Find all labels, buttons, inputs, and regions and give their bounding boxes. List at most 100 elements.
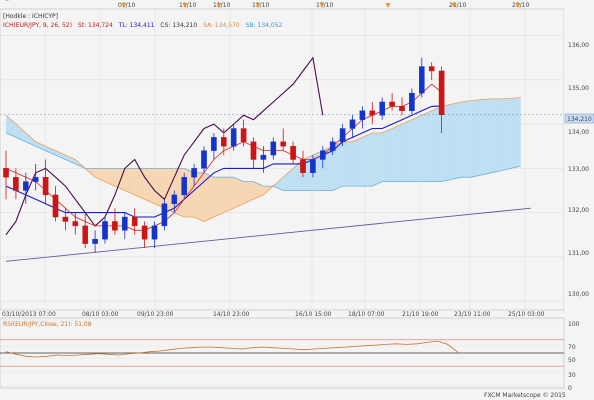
rsi-lines (0, 339, 564, 367)
cloud-segment (243, 181, 254, 204)
candle-bullish (409, 92, 415, 112)
cloud-segment (372, 132, 383, 187)
top-axis-label: 13/10 (213, 2, 230, 9)
bottom-axis-label: 16/10 15:00 (295, 311, 332, 318)
candle-bearish (131, 216, 138, 227)
candle-bullish (201, 150, 207, 169)
ichimoku-cloud (6, 97, 521, 222)
candle-bullish (23, 181, 29, 191)
cloud-segment (6, 115, 16, 138)
bottom-axis-label: 08/10 03:00 (82, 311, 119, 318)
triangle-down-icon (385, 3, 391, 8)
price-tick-label: 132,00 (568, 207, 589, 214)
rsi-scale-label: 70 (568, 344, 576, 351)
candle-bearish (3, 168, 9, 178)
rsi-scale-label: 0 (568, 385, 572, 392)
st-value: St: 134,724 (78, 22, 113, 29)
event-markers[interactable] (121, 3, 521, 8)
chart-header: [Hodkle : ICHICYP] (3, 13, 58, 20)
cloud-segment (481, 98, 492, 175)
cloud-segment (194, 172, 204, 222)
cloud-segment (431, 106, 442, 182)
candle-bearish (141, 225, 148, 240)
cloud-segment (134, 168, 145, 200)
candle-bullish (379, 101, 386, 116)
rsi-scale: 100 70 50 30 0 (568, 321, 580, 392)
candle-bullish (419, 66, 425, 94)
top-axis-label: 15/10 (252, 2, 269, 9)
current-price-tag (564, 113, 594, 124)
candle-bearish (82, 225, 88, 244)
candle-bearish (389, 101, 395, 107)
triangle-down-icon (182, 3, 188, 8)
candle-bullish (121, 216, 128, 231)
candle-bearish (399, 106, 405, 112)
cloud-segment (283, 168, 294, 191)
cloud-segment (65, 155, 76, 164)
cloud-segment (471, 99, 482, 178)
cloud-segment (223, 177, 234, 213)
candle-bullish (181, 177, 188, 196)
top-axis-label: 11/10 (179, 2, 196, 9)
cloud-segment (352, 137, 363, 187)
cloud-segment (45, 146, 56, 156)
price-axis-labels: 136,00 135,00 134,00 133,00 132,00 131,0… (568, 42, 589, 298)
rsi-scale-label: 30 (568, 372, 576, 379)
triangle-down-icon (121, 3, 127, 8)
candle-bearish (112, 221, 118, 231)
candles[interactable] (3, 57, 445, 253)
cloud-segment (154, 168, 165, 209)
bottom-axis-label: 18/10 07:00 (348, 311, 385, 318)
candle-bullish (320, 150, 326, 160)
cloud-segment (342, 141, 353, 187)
bottom-axis: 03/10/2013 07:00 08/10 03:00 09/10 23:00… (2, 311, 545, 318)
cloud-segment (461, 100, 472, 178)
candle-bullish (102, 221, 108, 240)
indicator-lines (0, 0, 564, 262)
cloud-segment (204, 172, 214, 222)
cloud-segment (15, 124, 26, 142)
candle-bullish (171, 194, 178, 204)
bottom-axis-label: 14/10 23:00 (213, 311, 250, 318)
candle-bearish (290, 146, 296, 160)
chikou-span-line (5, 56, 324, 236)
candle-bearish (300, 159, 306, 173)
candle-bearish (438, 70, 445, 115)
candle-bearish (13, 177, 19, 191)
cloud-segment (411, 115, 422, 182)
cloud-segment (501, 98, 511, 171)
candle-bearish (72, 221, 79, 227)
top-axis-label: 23/10 (449, 2, 466, 9)
ichimoku-legend: ICH(EUR/JPY, 9, 26, 52) St: 134,724 TL: … (3, 22, 283, 29)
cloud-segment (332, 141, 343, 191)
cloud-segment (55, 150, 66, 160)
tl-value: TL: 134,411 (118, 22, 155, 29)
candle-bullish (32, 177, 39, 182)
cs-value: CS: 134,210 (160, 22, 197, 29)
candle-bearish (240, 128, 247, 142)
bottom-axis-label: 21/10 19:00 (402, 311, 439, 318)
triangle-down-icon (255, 3, 261, 8)
candle-bullish (151, 225, 158, 240)
top-axis-label: 25/10 (512, 2, 529, 9)
cloud-segment (441, 104, 452, 182)
current-price-value: 134,210 (567, 116, 592, 123)
candle-bullish (211, 137, 217, 151)
candle-bearish (62, 216, 69, 222)
top-axis-label: 17/10 (316, 2, 333, 9)
bottom-axis-label: 25/10 03:00 (508, 311, 545, 318)
cloud-segment (392, 124, 402, 182)
candle-bearish (42, 177, 49, 196)
candle-bullish (161, 203, 168, 227)
bottom-axis-label: 09/10 23:00 (137, 311, 174, 318)
bottom-axis-label: 03/10/2013 07:00 (2, 311, 56, 318)
candle-bearish (250, 141, 257, 160)
triangle-down-icon (319, 3, 325, 8)
candle-bearish (369, 110, 376, 116)
cloud-segment (510, 97, 521, 169)
instrument-label: [Hodkle : ICHICYP] (3, 13, 58, 20)
cloud-segment (362, 132, 373, 187)
price-axis (564, 9, 594, 310)
candle-bearish (280, 141, 287, 147)
